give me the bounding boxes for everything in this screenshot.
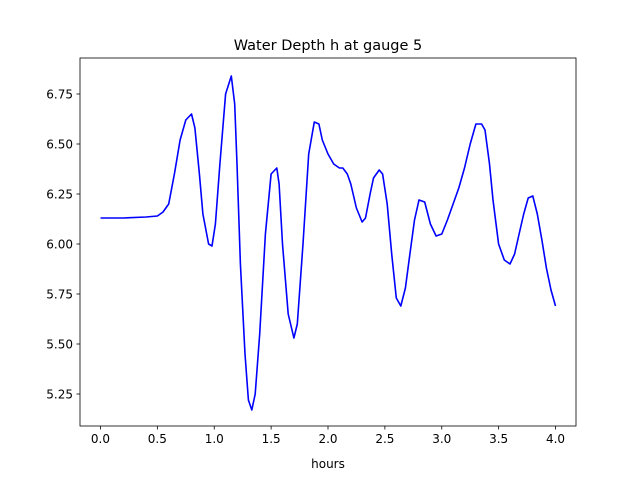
y-tick-label: 6.50	[46, 137, 73, 151]
series-line-0	[100, 75, 557, 411]
chart-title: Water Depth h at gauge 5	[234, 38, 422, 54]
x-axis-label: hours	[311, 457, 345, 471]
x-tick-label: 1.5	[262, 432, 281, 446]
x-tick-label: 3.5	[489, 432, 508, 446]
x-tick-label: 2.0	[318, 432, 337, 446]
y-tick-label: 5.25	[46, 387, 73, 401]
x-tick-label: 0.0	[91, 432, 110, 446]
y-tick-label: 6.25	[46, 187, 73, 201]
x-tick-label: 2.5	[375, 432, 394, 446]
x-tick-label: 1.0	[205, 432, 224, 446]
x-tick-label: 4.0	[546, 432, 565, 446]
y-tick-label: 6.75	[46, 87, 73, 101]
y-tick-label: 5.75	[46, 287, 73, 301]
x-tick-label: 3.0	[432, 432, 451, 446]
y-tick-label: 6.00	[46, 237, 73, 251]
x-tick-label: 0.5	[148, 432, 167, 446]
plot-frame	[79, 57, 577, 427]
plot-area: 0.0 0.5 1.0 1.5 2.0 2.5 3.0 3.5 4.0 5.25 5.50 5.75 6…	[46, 57, 577, 446]
y-tick-label: 5.50	[46, 337, 73, 351]
